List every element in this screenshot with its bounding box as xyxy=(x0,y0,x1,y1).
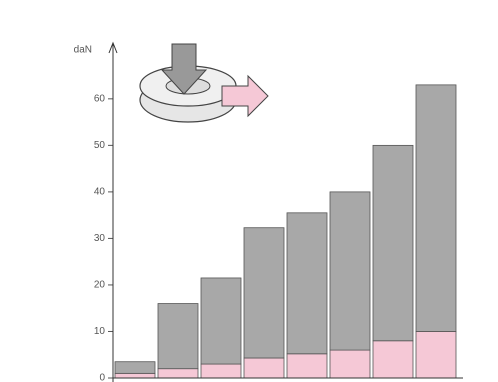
bar-segment xyxy=(330,192,370,350)
bar-segment xyxy=(287,213,327,354)
tire-illustration xyxy=(140,44,268,122)
y-tick-label: 30 xyxy=(94,233,106,244)
bar-segment xyxy=(287,354,327,378)
y-tick-label: 10 xyxy=(94,326,106,337)
bar-segment xyxy=(115,373,155,378)
bar-segment xyxy=(158,369,198,378)
bar-segment xyxy=(201,364,241,378)
y-tick-label: 0 xyxy=(99,373,105,382)
bar-segment xyxy=(201,278,241,364)
bar-segment xyxy=(416,85,456,332)
page: {"chart_data": {"type": "stacked-bar", "… xyxy=(0,0,498,382)
chart: daN 0 10 20 30 40 50 60 xyxy=(0,0,498,382)
y-tick-label: 40 xyxy=(94,187,106,198)
y-tick-label: 60 xyxy=(94,93,106,104)
bar-segment xyxy=(244,358,284,378)
bar-segment xyxy=(330,350,370,378)
y-tick-label: 20 xyxy=(94,280,106,291)
bar-segment xyxy=(158,304,198,369)
bar-segment xyxy=(244,228,284,358)
y-tick-label: 50 xyxy=(94,140,106,151)
bar-segment xyxy=(373,145,413,340)
bar-segment xyxy=(416,331,456,378)
y-axis-label: daN xyxy=(74,45,92,56)
bar-segment xyxy=(373,341,413,378)
bar-segment xyxy=(115,362,155,374)
